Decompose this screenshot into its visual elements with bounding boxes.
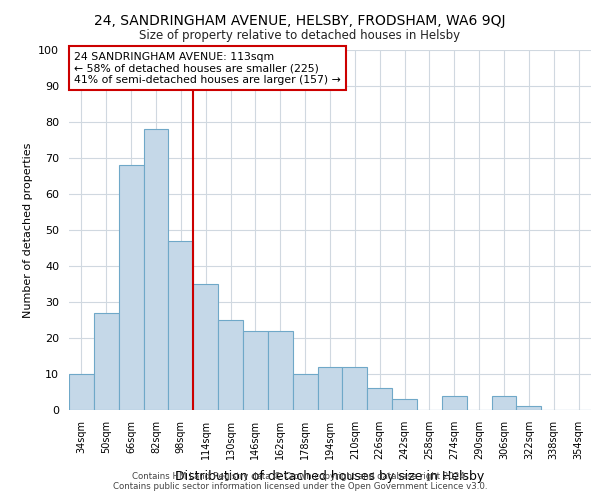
Bar [442, 396, 467, 410]
Bar [193, 284, 218, 410]
Bar [218, 320, 243, 410]
Text: 24 SANDRINGHAM AVENUE: 113sqm
← 58% of detached houses are smaller (225)
41% of : 24 SANDRINGHAM AVENUE: 113sqm ← 58% of d… [74, 52, 341, 85]
Y-axis label: Number of detached properties: Number of detached properties [23, 142, 33, 318]
Bar [268, 331, 293, 410]
Bar [143, 129, 169, 410]
Bar [69, 374, 94, 410]
Bar [119, 165, 143, 410]
Text: Contains HM Land Registry data © Crown copyright and database right 2024.: Contains HM Land Registry data © Crown c… [132, 472, 468, 481]
X-axis label: Distribution of detached houses by size in Helsby: Distribution of detached houses by size … [175, 470, 485, 483]
Bar [392, 399, 417, 410]
Bar [317, 367, 343, 410]
Text: 24, SANDRINGHAM AVENUE, HELSBY, FRODSHAM, WA6 9QJ: 24, SANDRINGHAM AVENUE, HELSBY, FRODSHAM… [94, 14, 506, 28]
Bar [367, 388, 392, 410]
Bar [243, 331, 268, 410]
Bar [517, 406, 541, 410]
Bar [293, 374, 317, 410]
Text: Contains public sector information licensed under the Open Government Licence v3: Contains public sector information licen… [113, 482, 487, 491]
Text: Size of property relative to detached houses in Helsby: Size of property relative to detached ho… [139, 29, 461, 42]
Bar [491, 396, 517, 410]
Bar [94, 313, 119, 410]
Bar [343, 367, 367, 410]
Bar [169, 241, 193, 410]
